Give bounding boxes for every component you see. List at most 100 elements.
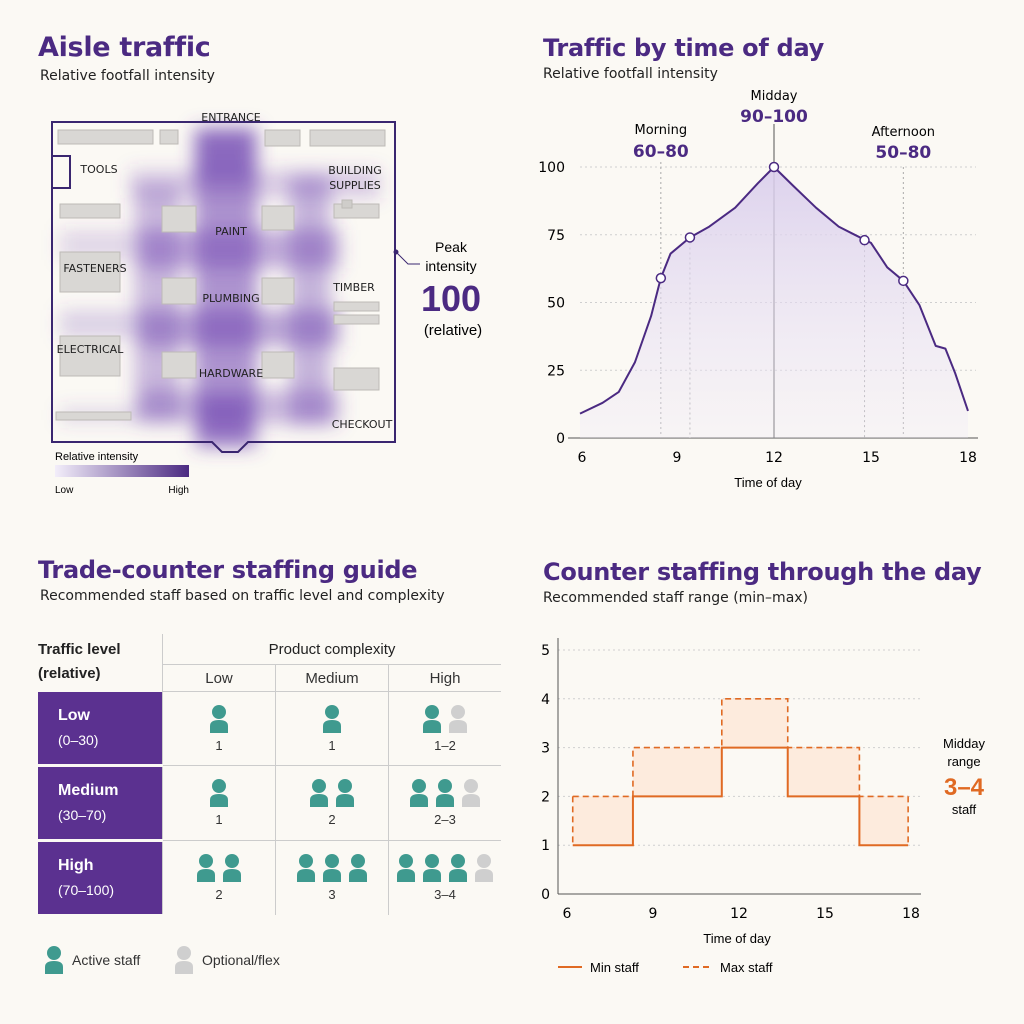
traffic-y-tick: 100 — [538, 160, 565, 176]
traffic-point — [655, 272, 667, 284]
zone-paint: PAINT — [215, 225, 247, 238]
staff-count: 2 — [215, 887, 223, 903]
staff-cell: 2–3 — [388, 764, 501, 840]
traffic-x-tick: 18 — [959, 450, 977, 466]
zone-hardware: HARDWARE — [199, 367, 263, 380]
legend-active-label: Active staff — [72, 952, 141, 968]
level-range: (0–30) — [58, 731, 99, 748]
traffic-x-tick: 12 — [765, 450, 783, 466]
person-icon-active — [323, 704, 341, 733]
person-icon-active — [397, 854, 415, 883]
max-staff-line — [572, 698, 909, 798]
person-icon-optional — [449, 704, 467, 733]
zone-plumbing: PLUMBING — [202, 292, 259, 305]
level-name: High — [58, 856, 94, 874]
traffic-point — [684, 232, 696, 243]
staff-range-band — [572, 698, 909, 846]
traffic-level-header-line2: (relative) — [38, 665, 101, 682]
traffic-series-line — [579, 166, 969, 415]
zone-electrical: ELECTRICAL — [57, 343, 125, 356]
level-name: Low — [58, 706, 90, 724]
counter-y-tick: 1 — [541, 838, 550, 854]
person-icon-active — [310, 779, 328, 807]
person-icon-optional — [175, 946, 193, 974]
complexity-col-medium: Medium — [275, 664, 389, 692]
person-icon-optional — [475, 854, 493, 883]
peak-leader-line — [395, 251, 420, 265]
person-icon-active — [197, 854, 215, 883]
staff-count: 1 — [215, 812, 223, 827]
min-staff-line — [572, 746, 909, 847]
person-icon-active — [45, 946, 63, 974]
traffic-annotation-range: 60–80 — [633, 142, 689, 162]
counter-subtitle: Recommended staff range (min–max) — [543, 590, 809, 606]
aisle-subtitle: Relative footfall intensity — [40, 68, 215, 84]
staff-count: 1–2 — [434, 737, 456, 753]
counter-x-tick: 15 — [816, 906, 834, 922]
staff-count: 3 — [328, 887, 336, 903]
legend-low: Low — [55, 485, 74, 496]
table-row: High (70–100) 2 3 3–4 — [38, 839, 501, 917]
legend-optional-label: Optional/flex — [202, 952, 280, 968]
counter-y-tick: 3 — [541, 741, 550, 757]
staff-count: 3–4 — [434, 887, 456, 903]
staff-cell: 2 — [275, 764, 389, 840]
counter-y-tick: 0 — [541, 887, 550, 903]
staff-cell: 1 — [275, 691, 389, 765]
traffic-annotation-label: Midday — [751, 89, 798, 104]
person-icon-active — [323, 854, 341, 883]
complexity-col-low: Low — [162, 664, 276, 692]
traffic-annotation-label: Morning — [635, 123, 688, 138]
counter-x-axis-label: Time of day — [703, 931, 771, 946]
counter-y-tick: 4 — [541, 692, 550, 708]
intensity-gradient — [55, 465, 189, 477]
aisle-title: Aisle traffic — [38, 32, 211, 63]
store-outline — [51, 121, 396, 453]
table-row: Medium (30–70) 1 2 2–3 — [38, 764, 501, 842]
complexity-header: Product complexity — [162, 634, 501, 665]
traffic-y-tick: 50 — [547, 296, 565, 312]
peak-value: 100 — [421, 278, 481, 319]
callout-unit: staff — [952, 802, 977, 817]
counter-x-tick: 18 — [902, 906, 920, 922]
staffing-subtitle: Recommended staff based on traffic level… — [40, 588, 445, 604]
staff-count: 2 — [328, 812, 336, 827]
legend-min-label: Min staff — [590, 960, 639, 975]
complexity-col-high: High — [388, 664, 501, 692]
person-icon-active — [223, 854, 241, 883]
zone-checkout: CHECKOUT — [332, 418, 393, 431]
person-icon-active — [336, 779, 354, 807]
traffic-level-header-line1: Traffic level — [38, 641, 121, 658]
traffic-annotation-range: 90–100 — [740, 107, 808, 127]
staff-cell: 3 — [275, 839, 389, 915]
person-icon-optional — [462, 779, 480, 807]
person-icon-active — [449, 854, 467, 883]
traffic-x-tick: 15 — [862, 450, 880, 466]
zone-tools: TOOLS — [79, 163, 117, 176]
legend-max-label: Max staff — [720, 960, 773, 975]
zone-supplies: SUPPLIES — [329, 179, 381, 192]
table-row: Low (0–30) 1 1 1–2 — [38, 691, 501, 767]
person-icon-active — [436, 779, 454, 807]
zone-building: BUILDING — [328, 164, 381, 177]
zone-entrance: ENTRANCE — [201, 111, 261, 124]
traffic-level-header: Traffic level (relative) — [38, 634, 163, 692]
person-icon-active — [210, 704, 228, 733]
counter-title: Counter staffing through the day — [543, 558, 982, 586]
legend-high: High — [168, 485, 189, 496]
traffic-subtitle: Relative footfall intensity — [543, 66, 718, 82]
staff-cell: 1 — [162, 691, 276, 765]
traffic-y-tick: 75 — [547, 228, 565, 244]
staffing-table: Traffic level (relative) Product complex… — [38, 634, 501, 917]
traffic-point — [898, 275, 909, 287]
traffic-level-high: High (70–100) — [38, 840, 163, 917]
staff-count: 1 — [328, 737, 336, 753]
staff-count: 1 — [215, 737, 223, 753]
traffic-point — [859, 234, 870, 246]
staff-count: 2–3 — [434, 812, 456, 827]
floor-plan: ENTRANCE TOOLS BUILDING SUPPLIES PAINT F… — [51, 111, 482, 496]
level-range: (30–70) — [58, 806, 107, 823]
counter-x-tick: 9 — [649, 906, 658, 922]
traffic-x-axis-label: Time of day — [734, 475, 802, 490]
